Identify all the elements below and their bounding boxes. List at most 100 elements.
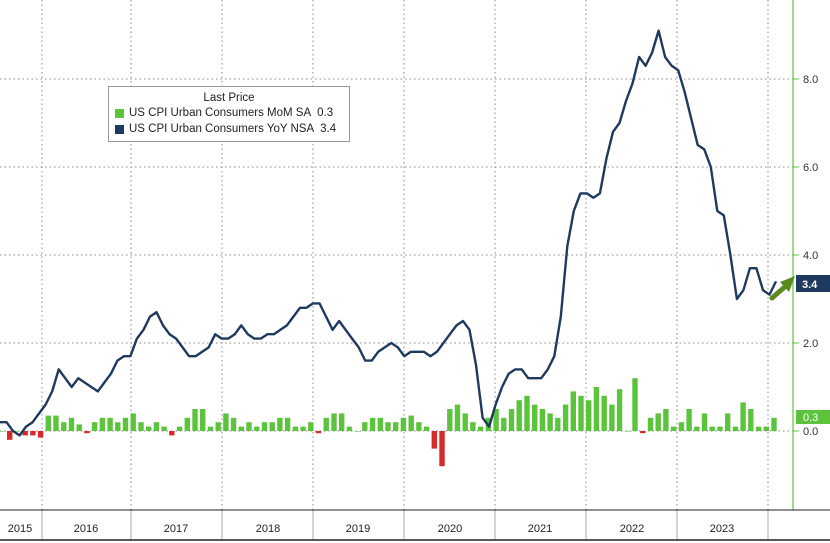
mom-bar xyxy=(663,409,669,431)
mom-bar xyxy=(501,417,507,431)
mom-bar xyxy=(269,422,275,431)
y-tick-label: 2.0 xyxy=(803,338,818,350)
mom-bar xyxy=(516,400,522,431)
mom-bar xyxy=(423,426,430,431)
mom-bar xyxy=(169,431,175,436)
y-tick-label: 4.0 xyxy=(803,250,818,262)
legend-label-yoy: US CPI Urban Consumers YoY NSA xyxy=(129,123,315,135)
mom-bar xyxy=(84,431,90,434)
grid xyxy=(0,0,793,510)
mom-bar xyxy=(547,413,553,431)
mom-bar xyxy=(586,400,592,431)
mom-bar xyxy=(223,413,229,431)
mom-bar xyxy=(369,417,376,431)
mom-bar xyxy=(377,417,383,431)
yoy-line xyxy=(0,29,778,437)
svg-text:0.3: 0.3 xyxy=(803,412,818,424)
mom-bar xyxy=(261,422,268,431)
mom-bar xyxy=(45,415,51,431)
mom-bar xyxy=(161,426,167,431)
mom-bar xyxy=(192,409,198,431)
mom-bar xyxy=(284,417,291,431)
y-tick-label: 0.0 xyxy=(803,426,818,438)
mom-bar xyxy=(447,409,453,431)
mom-bar xyxy=(30,431,36,436)
mom-bar xyxy=(153,422,160,431)
mom-bar xyxy=(416,422,422,431)
mom-bar xyxy=(508,409,515,431)
mom-bar xyxy=(593,387,600,431)
mom-bar xyxy=(601,395,607,431)
mom-bar xyxy=(354,431,360,432)
mom-bar xyxy=(624,431,630,432)
mom-bar xyxy=(400,417,407,431)
legend-value-yoy: 3.4 xyxy=(320,123,337,135)
mom-bar xyxy=(570,391,576,431)
y-tick-label: 6.0 xyxy=(803,162,818,174)
mom-bar xyxy=(215,422,221,431)
legend-item-mom: US CPI Urban Consumers MoM SA 0.3 xyxy=(115,106,349,120)
svg-text:3.4: 3.4 xyxy=(802,279,818,291)
x-tick-label: 2016 xyxy=(74,523,98,535)
mom-bars xyxy=(0,378,777,467)
mom-bar xyxy=(755,426,762,431)
arrow-annotation xyxy=(769,276,795,301)
mom-bar xyxy=(678,422,685,431)
mom-bar xyxy=(578,395,584,431)
mom-bar xyxy=(439,431,445,467)
x-tick-label: 2023 xyxy=(710,523,734,535)
x-tick-label: 2015 xyxy=(8,523,32,535)
legend-swatch-mom xyxy=(115,108,124,118)
mom-bar xyxy=(539,409,546,431)
mom-bar xyxy=(524,395,530,431)
mom-bar xyxy=(771,417,777,431)
x-tick-label: 2021 xyxy=(528,523,552,535)
x-axis: 2015 2016 2017 2018 2019 2020 2021 2022 2023 xyxy=(8,510,769,540)
mom-bar xyxy=(115,422,121,431)
mom-bar xyxy=(725,413,731,431)
mom-bar xyxy=(709,426,715,431)
mom-bar xyxy=(408,415,414,431)
mom-bar xyxy=(454,404,461,431)
mom-bar xyxy=(462,413,468,431)
mom-bar xyxy=(300,426,306,431)
mom-bar xyxy=(107,417,113,431)
mom-bar xyxy=(555,417,561,431)
mom-bar xyxy=(562,404,569,431)
mom-bar xyxy=(22,431,28,436)
mom-bar xyxy=(91,422,98,431)
legend: Last Price US CPI Urban Consumers MoM SA… xyxy=(108,86,350,142)
mom-bar xyxy=(431,431,437,449)
mom-bar xyxy=(130,413,136,431)
mom-bar xyxy=(138,422,144,431)
x-tick-label: 2018 xyxy=(256,523,280,535)
mom-bar xyxy=(477,426,484,431)
mom-bar xyxy=(632,378,638,431)
mom-bar xyxy=(640,431,646,434)
mom-badge: 0.3 xyxy=(796,410,830,424)
legend-swatch-yoy xyxy=(115,124,124,134)
mom-bar xyxy=(14,431,21,432)
mom-bar xyxy=(76,424,82,431)
mom-bar xyxy=(470,422,476,431)
mom-bar xyxy=(670,426,677,431)
mom-bar xyxy=(323,417,329,431)
mom-bar xyxy=(68,417,75,431)
mom-bar xyxy=(732,426,739,431)
mom-bar xyxy=(200,409,206,431)
mom-bar xyxy=(647,417,654,431)
mom-bar xyxy=(315,431,322,434)
legend-item-yoy: US CPI Urban Consumers YoY NSA 3.4 xyxy=(115,122,349,136)
mom-bar xyxy=(254,426,260,431)
mom-bar xyxy=(308,422,314,431)
mom-bar xyxy=(701,413,708,431)
legend-label-mom: US CPI Urban Consumers MoM SA xyxy=(129,107,312,119)
mom-bar xyxy=(532,404,538,431)
y-axis: 0.0 2.0 4.0 6.0 8.0 xyxy=(793,74,818,438)
yoy-badge: 3.4 xyxy=(796,275,830,292)
mom-bar xyxy=(393,422,399,431)
mom-bar xyxy=(53,415,59,431)
mom-bar xyxy=(122,417,129,431)
mom-bar xyxy=(37,431,44,438)
